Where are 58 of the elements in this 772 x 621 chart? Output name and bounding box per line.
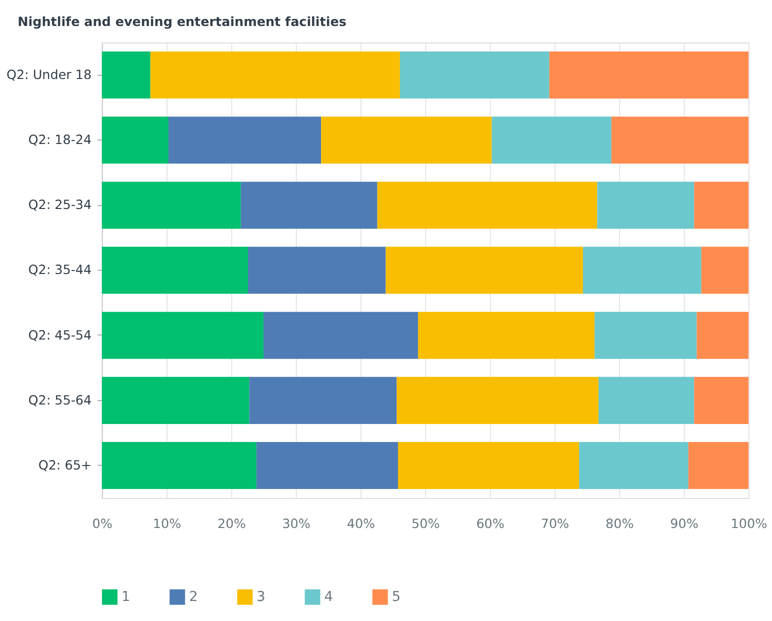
bar [150, 52, 400, 99]
x-tick-label: 40% [346, 516, 376, 532]
bar [396, 376, 598, 424]
y-tick-label: Q2: 45-54 [28, 328, 92, 344]
x-tick-label: 90% [670, 516, 698, 532]
y-tick-label: Q2: 55-64 [28, 393, 92, 408]
bar [398, 442, 580, 490]
bar [582, 246, 702, 294]
x-tick-label: 80% [606, 516, 634, 532]
bar [321, 116, 492, 164]
x-tick-label: 70% [540, 516, 570, 532]
bar [102, 116, 168, 164]
bar [694, 182, 748, 229]
legend-label: 4 [324, 588, 333, 605]
bar [492, 116, 612, 164]
bar [611, 116, 748, 164]
x-tick-label: 10% [152, 516, 182, 532]
legend-label: 5 [392, 588, 401, 605]
x-tick-label: 50% [412, 516, 440, 532]
bar [264, 312, 418, 359]
bar [701, 246, 748, 294]
x-tick-label: 0% [92, 516, 112, 532]
legend-label: 3 [256, 588, 266, 605]
bar [102, 312, 264, 359]
y-tick-label: Q2: 18-24 [28, 133, 92, 148]
bar [102, 52, 150, 99]
legend-label: 2 [189, 588, 198, 605]
bar [249, 376, 397, 424]
chart-title: Nightlife and evening entertainment facilities [18, 14, 346, 30]
bar [579, 442, 688, 490]
y-tick-label: Q2: Under 18 [6, 68, 92, 83]
y-tick-label: Q2: 35-44 [28, 263, 92, 278]
y-tick-label: Q2: 25-34 [28, 198, 92, 214]
bar [597, 182, 694, 229]
bar [598, 376, 694, 424]
bar [256, 442, 398, 490]
x-tick-label: 30% [282, 516, 310, 532]
y-tick-label: Q2: 65+ [38, 458, 92, 474]
bar [102, 376, 250, 424]
bar [549, 52, 748, 99]
bar [102, 182, 241, 229]
bar [694, 376, 748, 424]
bar [377, 182, 598, 229]
bar [688, 442, 748, 490]
bar [386, 246, 583, 294]
bar [594, 312, 697, 359]
bar [696, 312, 748, 359]
x-tick-label: 100% [730, 516, 768, 532]
legend-label: 1 [121, 588, 130, 605]
bar [240, 182, 378, 229]
x-tick-label: 60% [476, 516, 504, 532]
bar [102, 442, 256, 490]
bar [400, 52, 550, 99]
bar [168, 116, 322, 164]
bar [102, 246, 248, 294]
bar [248, 246, 386, 294]
x-tick-label: 20% [218, 516, 246, 532]
bar [418, 312, 595, 359]
